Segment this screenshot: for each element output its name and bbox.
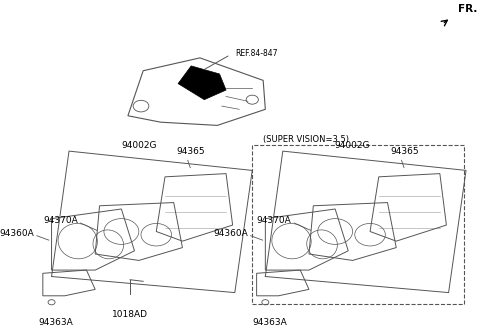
- Polygon shape: [178, 66, 226, 100]
- Text: 94365: 94365: [391, 147, 419, 156]
- Text: (SUPER VISION=3.5): (SUPER VISION=3.5): [263, 135, 349, 144]
- Text: 94360A: 94360A: [213, 229, 248, 237]
- Text: 1018AD: 1018AD: [112, 310, 148, 319]
- Text: 94363A: 94363A: [38, 318, 73, 327]
- Text: 94365: 94365: [177, 147, 205, 156]
- Text: 94363A: 94363A: [252, 318, 287, 327]
- Text: 94002G: 94002G: [335, 140, 371, 150]
- Text: 94370A: 94370A: [257, 216, 291, 225]
- Text: 94370A: 94370A: [43, 216, 78, 225]
- Text: 94360A: 94360A: [0, 229, 34, 237]
- Text: FR.: FR.: [458, 4, 478, 13]
- Text: REF.84-847: REF.84-847: [235, 49, 277, 57]
- Text: 94002G: 94002G: [121, 140, 156, 150]
